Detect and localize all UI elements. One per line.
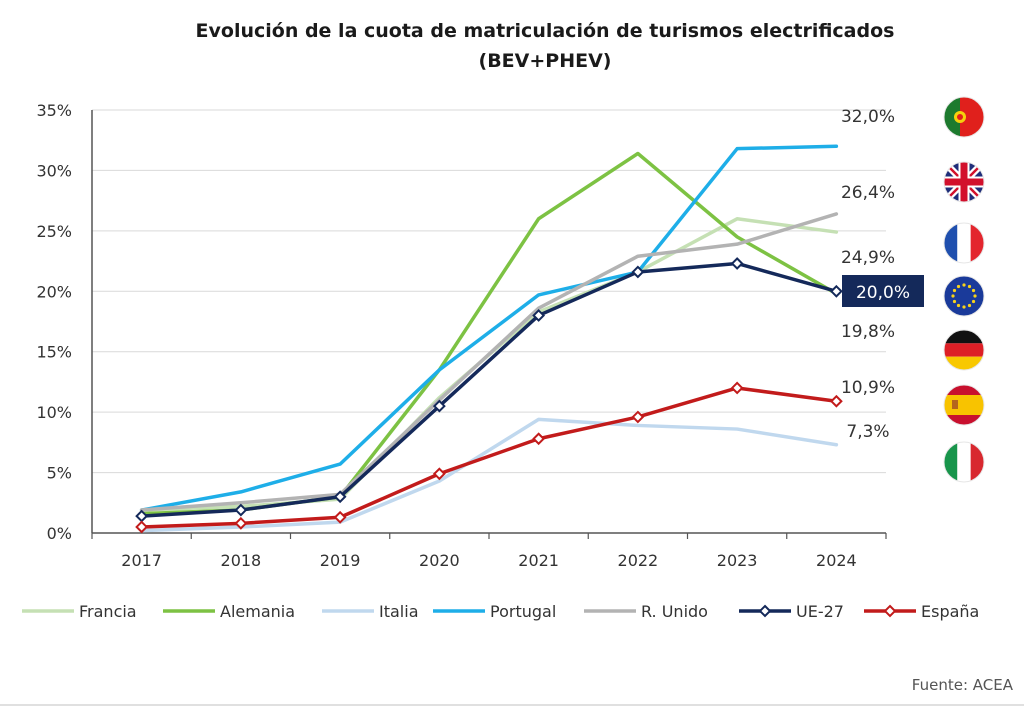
y-tick-label: 25%: [36, 222, 72, 241]
x-tick-label: 2022: [618, 551, 659, 570]
united-kingdom-flag-icon: [943, 161, 985, 203]
legend-label: España: [921, 602, 979, 621]
series-line-espana: [139, 386, 839, 529]
legend-label: UE-27: [796, 602, 844, 621]
end-label: 10,9%: [841, 378, 895, 398]
legend-label: Francia: [79, 602, 137, 621]
y-axis-ticks: 0% 5% 10% 15% 20% 25% 30% 35%: [36, 101, 72, 543]
y-tick-label: 5%: [47, 464, 72, 483]
flags-column: [943, 96, 985, 483]
x-tick-label: 2019: [320, 551, 361, 570]
data-point-ue-27: [730, 257, 744, 270]
end-label: 20,0%: [856, 283, 910, 303]
chart-title: Evolución de la cuota de matriculación d…: [196, 20, 895, 42]
data-point-ue-27: [532, 309, 546, 322]
series-line-r-unido: [139, 212, 839, 512]
data-point-espana: [234, 516, 248, 530]
x-tick-label: 2018: [221, 551, 262, 570]
y-tick-label: 15%: [36, 343, 72, 362]
x-axis-ticks: 2017 2018 2019 2020 2021 2022 2023 2024: [91, 533, 887, 570]
legend-item-espana: España: [864, 602, 979, 621]
x-tick-label: 2024: [816, 551, 857, 570]
x-tick-label: 2017: [121, 551, 162, 570]
x-tick-label: 2023: [717, 551, 758, 570]
germany-flag-icon: [943, 329, 985, 371]
european-union-flag-icon: [943, 275, 985, 317]
bottom-rule: [0, 704, 1024, 706]
end-label: 19,8%: [841, 322, 895, 342]
portugal-flag-icon: [943, 96, 985, 138]
legend-marker: [758, 604, 772, 618]
data-point-espana: [730, 381, 744, 395]
legend-item-portugal: Portugal: [433, 602, 556, 621]
data-point-ue-27: [829, 284, 843, 298]
legend-label: Italia: [379, 602, 419, 621]
legend-item-alemania: Alemania: [163, 602, 295, 621]
data-point-espana: [333, 510, 347, 524]
data-point-ue-27: [432, 399, 446, 413]
end-label: 26,4%: [841, 183, 895, 203]
source-note: Fuente: ACEA: [912, 676, 1014, 694]
legend-item-r-unido: R. Unido: [584, 602, 708, 621]
data-point-espana: [631, 410, 645, 424]
x-tick-label: 2021: [518, 551, 559, 570]
x-tick-label: 2020: [419, 551, 460, 570]
chart-subtitle: (BEV+PHEV): [479, 50, 612, 72]
data-point-espana: [532, 432, 546, 446]
legend-item-italia: Italia: [322, 602, 419, 621]
y-tick-label: 0%: [47, 524, 72, 543]
legend-item-francia: Francia: [22, 602, 137, 621]
legend-label: R. Unido: [641, 602, 708, 621]
data-point-espana: [432, 467, 446, 481]
data-point-ue-27: [631, 265, 645, 279]
end-labels: 32,0% 26,4% 24,9% 20,0% 19,8% 10,9% 7,3%: [841, 107, 924, 442]
spain-flag-icon: [943, 384, 985, 426]
y-tick-label: 30%: [36, 161, 72, 180]
series-line-ue-27: [139, 261, 839, 518]
y-tick-label: 10%: [36, 403, 72, 422]
legend-label: Portugal: [490, 602, 556, 621]
legend-item-ue-27: UE-27: [739, 602, 844, 621]
data-point-espana: [135, 520, 149, 534]
legend-label: Alemania: [220, 602, 295, 621]
series-lines: [135, 144, 843, 534]
gridlines: [91, 109, 886, 534]
y-tick-label: 35%: [36, 101, 72, 120]
data-point-ue-27: [234, 503, 248, 517]
data-point-espana: [829, 394, 843, 408]
legend-marker: [883, 604, 897, 618]
end-label: 32,0%: [841, 107, 895, 127]
end-label: 24,9%: [841, 248, 895, 268]
italy-flag-icon: [943, 441, 985, 483]
series-line-italia: [139, 417, 839, 533]
data-point-ue-27: [333, 490, 347, 504]
france-flag-icon: [943, 222, 985, 264]
y-tick-label: 20%: [36, 282, 72, 301]
end-label: 7,3%: [846, 422, 889, 442]
end-label-highlight-box: [842, 275, 924, 307]
legend: Francia Alemania Italia Portugal R. Unido UE-…: [22, 602, 979, 621]
series-line-portugal: [139, 144, 839, 512]
